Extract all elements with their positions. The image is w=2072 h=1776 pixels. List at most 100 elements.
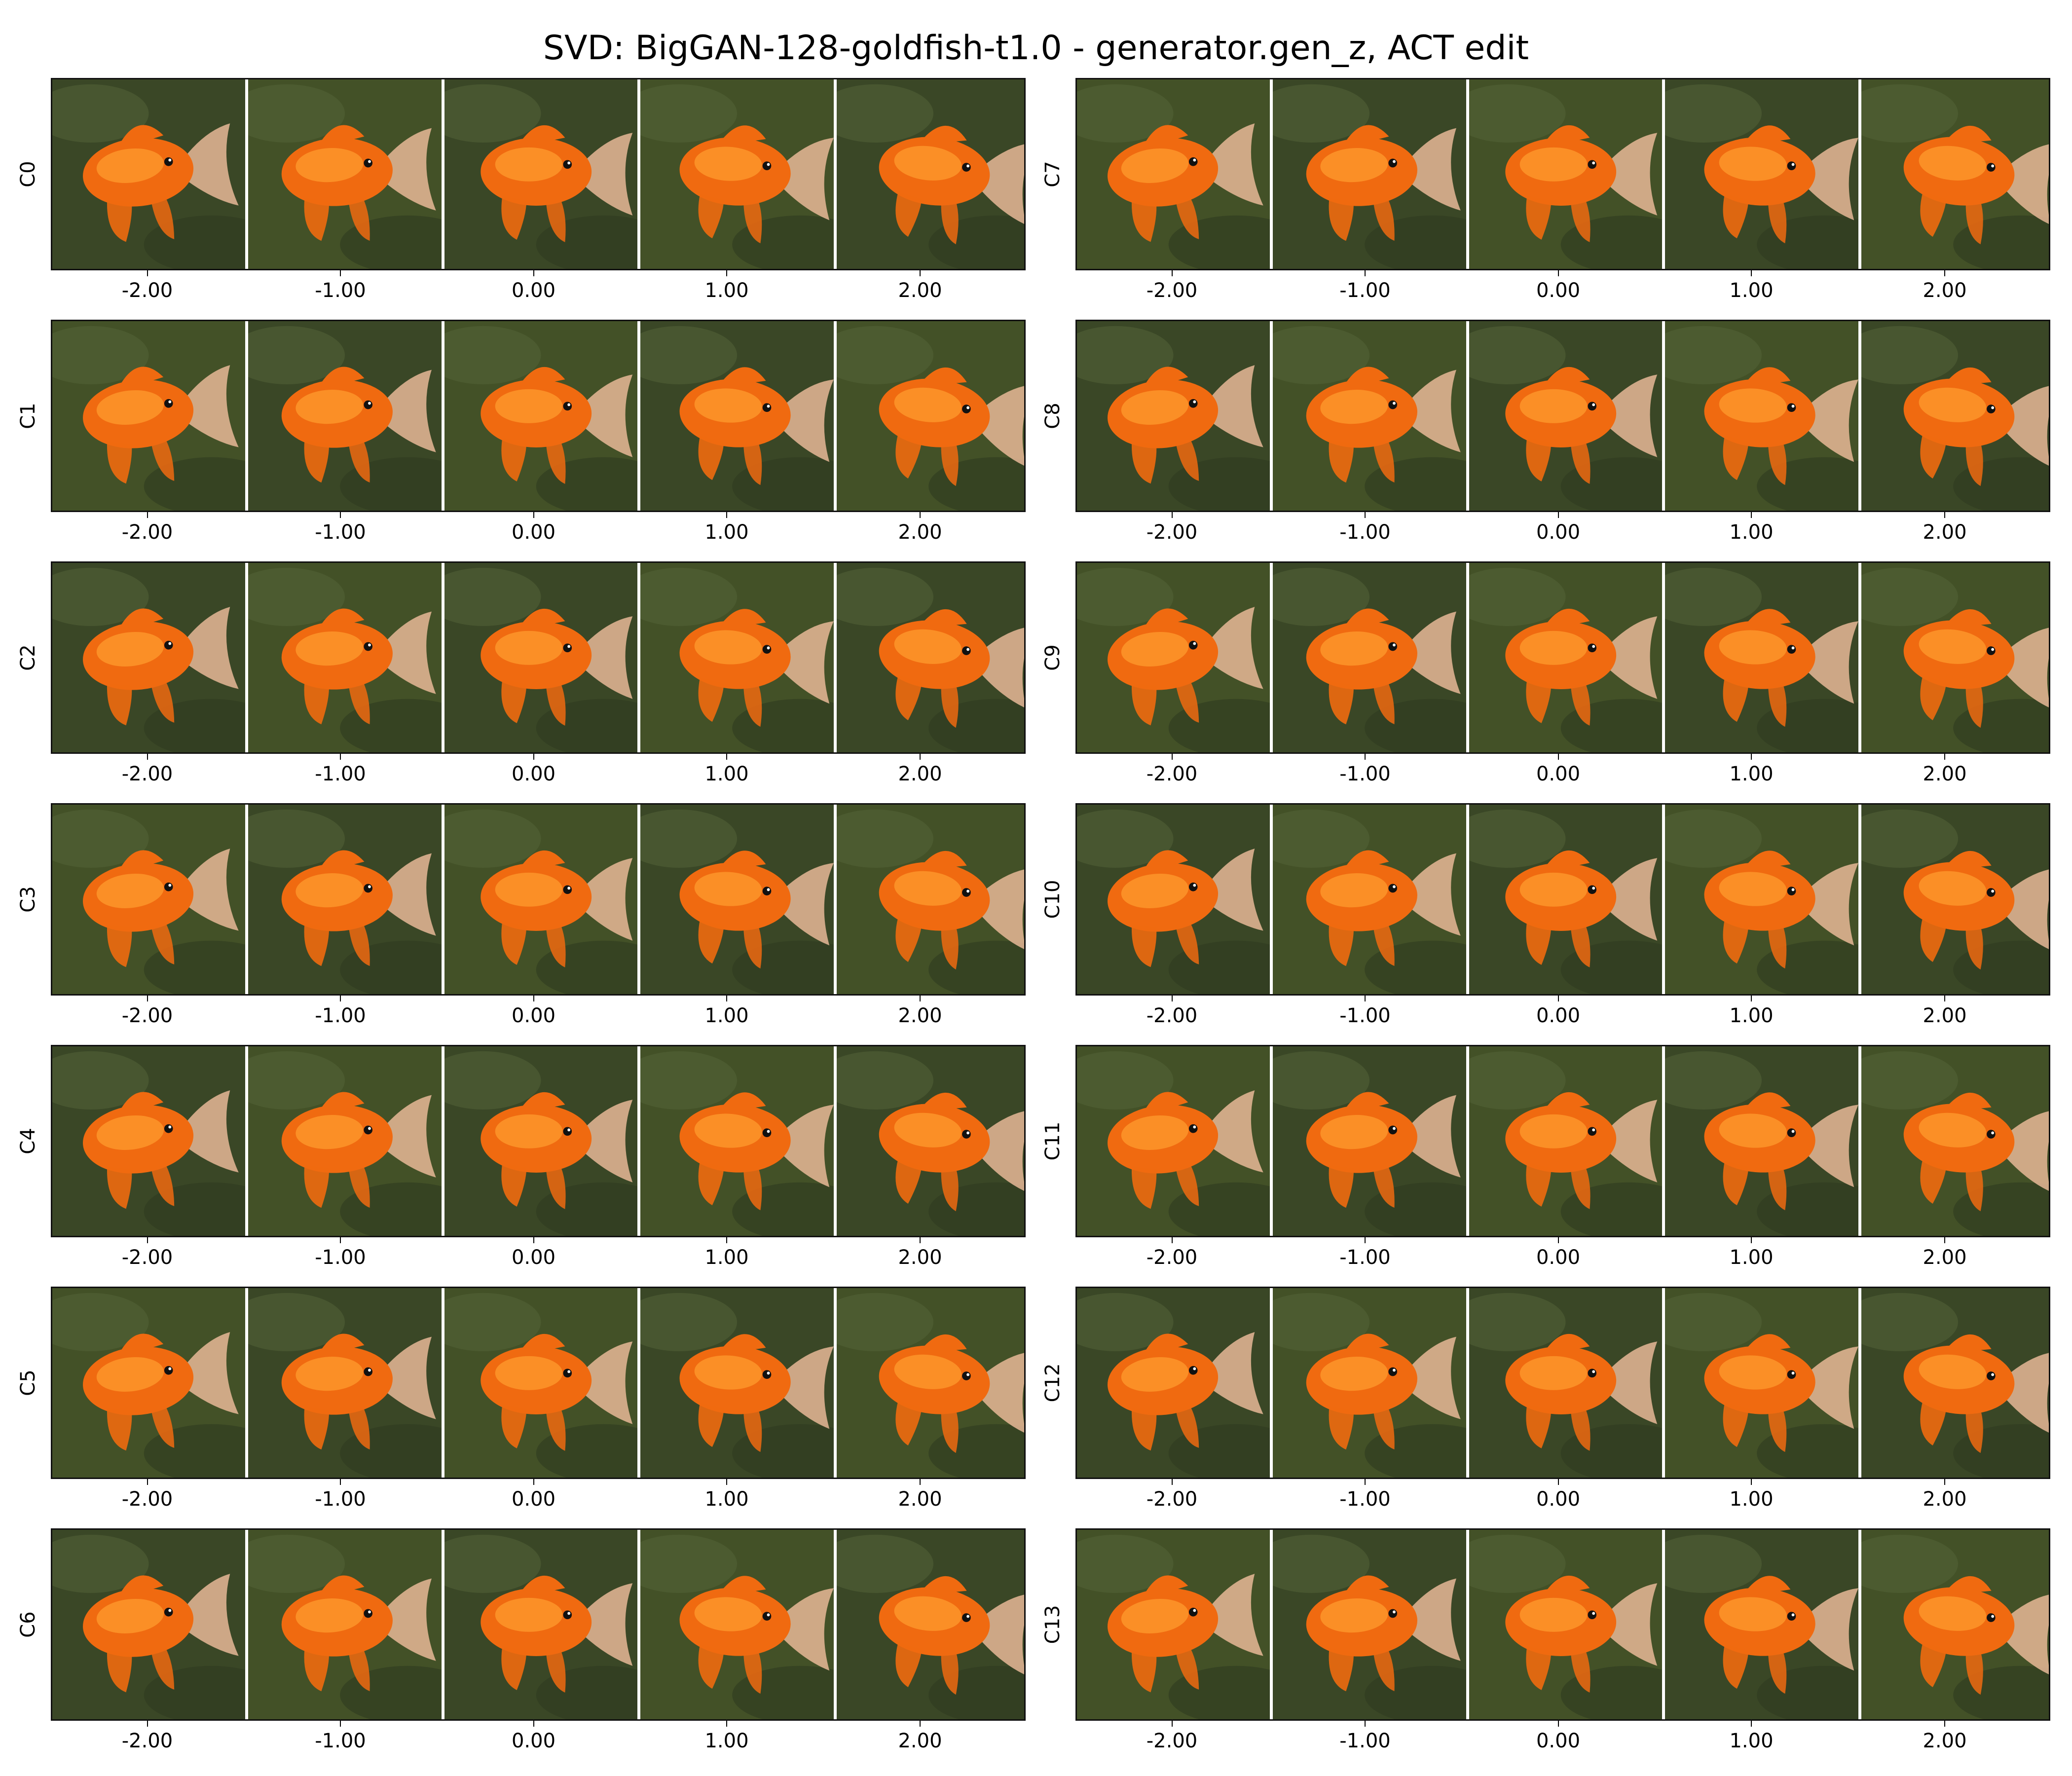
x-tick-label: -2.00 [1146,521,1198,544]
goldfish-image-cell [1469,1288,1665,1478]
x-tick-label: -1.00 [315,1004,366,1027]
x-tick-label: 2.00 [1923,521,1967,544]
row-label: C6 [17,1611,39,1638]
goldfish-image-cell [1077,805,1273,994]
x-tick-label: 0.00 [1536,1488,1581,1511]
goldfish-image-cell [52,805,248,994]
x-tick [533,996,534,1001]
goldfish-image-cell [52,1530,248,1719]
x-tick-label: -2.00 [1146,1004,1198,1027]
goldfish-image-cell [1077,321,1273,511]
x-tick-label: 1.00 [704,763,749,785]
x-tick [1171,1721,1173,1727]
component-panel-c0 [51,78,1026,270]
x-tick [920,1237,921,1243]
goldfish-image-cell [1077,79,1273,269]
x-tick [1557,270,1559,276]
x-tick-label: -1.00 [1339,1246,1391,1269]
x-tick-label: -1.00 [315,1488,366,1511]
goldfish-image-cell [248,79,444,269]
x-tick-label: 0.00 [511,763,556,785]
x-tick [533,1721,534,1727]
x-tick-label: -2.00 [121,1730,173,1752]
row-label: C3 [17,886,39,913]
row-label: C10 [1041,880,1064,919]
component-panel-c4 [51,1045,1026,1237]
goldfish-image-cell [52,1046,248,1236]
x-tick [726,754,727,760]
goldfish-image-cell [1273,1530,1469,1719]
x-tick [147,1479,148,1485]
x-tick [726,512,727,518]
x-tick-label: 1.00 [704,1730,749,1752]
goldfish-image-cell [248,805,444,994]
goldfish-image-cell [248,321,444,511]
goldfish-image-cell [640,1046,837,1236]
x-tick [1365,512,1366,518]
x-tick-label: 1.00 [704,1488,749,1511]
x-tick [340,1479,341,1485]
component-panel-c12 [1075,1287,2050,1479]
component-panel-c9 [1075,561,2050,754]
x-tick-label: -1.00 [1339,521,1391,544]
goldfish-image-cell [52,1288,248,1478]
component-panel-c6 [51,1528,1026,1721]
x-tick [1171,1479,1173,1485]
component-panel-c3 [51,803,1026,996]
x-tick-label: 0.00 [511,1488,556,1511]
x-tick-label: 1.00 [704,279,749,302]
x-tick-label: 0.00 [1536,763,1581,785]
goldfish-image-cell [1665,1530,1861,1719]
x-tick-label: 2.00 [1923,1730,1967,1752]
x-tick-label: 0.00 [1536,279,1581,302]
x-tick [1944,996,1945,1001]
component-panel-c13 [1075,1528,2050,1721]
x-tick-label: 0.00 [511,1730,556,1752]
x-tick-label: -2.00 [121,1004,173,1027]
x-tick [1171,754,1173,760]
x-tick [920,996,921,1001]
x-tick [147,270,148,276]
goldfish-image-cell [837,1288,1024,1478]
x-tick [1944,1479,1945,1485]
x-tick [1171,1237,1173,1243]
x-tick-label: 2.00 [898,279,942,302]
x-tick [1557,1237,1559,1243]
x-tick-label: -2.00 [121,521,173,544]
x-tick [920,1479,921,1485]
x-tick [1751,754,1752,760]
x-tick-label: -1.00 [1339,1004,1391,1027]
goldfish-image-cell [837,321,1024,511]
x-tick-label: 2.00 [1923,1004,1967,1027]
x-tick [1171,996,1173,1001]
goldfish-image-cell [444,1046,640,1236]
x-tick [726,1721,727,1727]
x-tick [533,1237,534,1243]
x-tick [1751,1479,1752,1485]
x-tick-label: 1.00 [1729,1730,1774,1752]
x-tick [533,754,534,760]
component-panel-c8 [1075,320,2050,512]
row-label: C12 [1041,1363,1064,1403]
x-tick-label: 1.00 [704,1246,749,1269]
goldfish-image-cell [52,321,248,511]
figure-title: SVD: BigGAN-128-goldfish-t1.0 - generato… [543,29,1529,68]
component-panel-c5 [51,1287,1026,1479]
x-tick-label: 0.00 [1536,1246,1581,1269]
goldfish-image-cell [1469,1530,1665,1719]
x-tick [147,1721,148,1727]
x-tick [1944,1721,1945,1727]
x-tick-label: -2.00 [1146,1488,1198,1511]
goldfish-image-cell [837,79,1024,269]
x-tick [1557,1721,1559,1727]
component-panel-c7 [1075,78,2050,270]
goldfish-image-cell [1077,563,1273,752]
goldfish-image-cell [1469,805,1665,994]
row-label: C0 [17,161,39,187]
goldfish-image-cell [248,1046,444,1236]
row-label: C2 [17,644,39,671]
goldfish-image-cell [640,805,837,994]
goldfish-image-cell [1077,1046,1273,1236]
x-tick-label: 1.00 [704,1004,749,1027]
goldfish-image-cell [248,1288,444,1478]
